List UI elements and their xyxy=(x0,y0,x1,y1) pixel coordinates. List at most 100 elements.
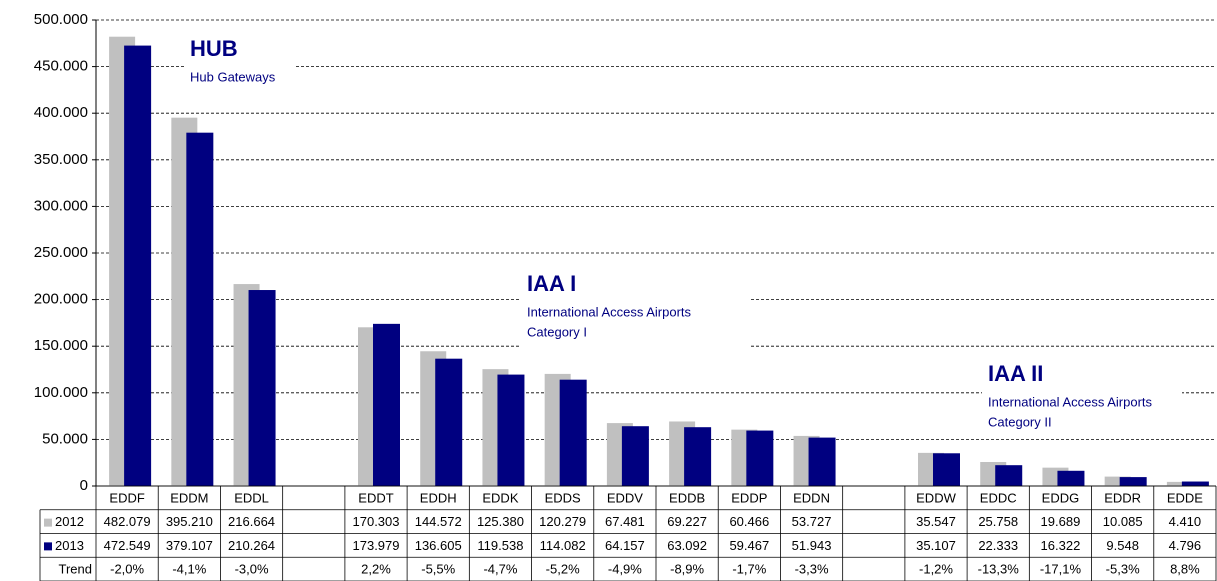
annotation-text: Category II xyxy=(988,414,1052,429)
table-value: 51.943 xyxy=(792,538,832,553)
table-value: 59.467 xyxy=(729,538,769,553)
x-tick-label: EDDB xyxy=(669,490,705,505)
annotation-bg xyxy=(521,269,751,347)
table-value: 395.210 xyxy=(166,514,213,529)
table-value: 120.279 xyxy=(539,514,586,529)
table-value: 482.079 xyxy=(104,514,151,529)
table-value: 67.481 xyxy=(605,514,645,529)
table-value: 170.303 xyxy=(353,514,400,529)
bar xyxy=(1057,470,1085,486)
y-tick-label: 50.000 xyxy=(42,430,88,447)
x-tick-label: EDDF xyxy=(109,490,144,505)
trend-value: -2,0% xyxy=(110,562,144,577)
bar xyxy=(124,45,152,487)
trend-label: Trend xyxy=(59,562,92,577)
y-tick-label: 300.000 xyxy=(34,197,88,214)
legend-swatch xyxy=(44,518,52,527)
trend-value: -5,5% xyxy=(421,562,455,577)
bar xyxy=(933,453,960,486)
table-value: 173.979 xyxy=(353,538,400,553)
table-value: 4.410 xyxy=(1169,514,1202,529)
x-tick-label: EDDT xyxy=(358,490,393,505)
y-tick-label: 0 xyxy=(80,477,88,494)
x-tick-label: EDDV xyxy=(607,490,643,505)
trend-value: -3,3% xyxy=(795,562,829,577)
trend-value: -8,9% xyxy=(670,562,704,577)
table-value: 136.605 xyxy=(415,538,462,553)
table-value: 10.085 xyxy=(1103,514,1143,529)
table-value: 119.538 xyxy=(477,538,523,553)
table-value: 144.572 xyxy=(415,514,462,529)
trend-value: 2,2% xyxy=(361,562,391,577)
legend-swatch xyxy=(44,542,52,551)
y-tick-label: 150.000 xyxy=(34,337,88,354)
x-tick-label: EDDG xyxy=(1042,490,1080,505)
x-tick-label: EDDC xyxy=(980,490,1017,505)
bar xyxy=(373,323,400,486)
bar xyxy=(621,426,649,486)
legend-label: 2012 xyxy=(55,514,84,529)
table-value: 125.380 xyxy=(477,514,524,529)
table-value: 19.689 xyxy=(1041,514,1081,529)
bar xyxy=(248,290,276,486)
x-tick-label: EDDM xyxy=(170,490,208,505)
table-value: 69.227 xyxy=(667,514,707,529)
x-tick-label: EDDH xyxy=(420,490,457,505)
bar xyxy=(559,379,587,486)
y-tick-label: 400.000 xyxy=(34,104,88,121)
table-value: 9.548 xyxy=(1106,538,1139,553)
annotation-bg xyxy=(184,34,294,91)
y-tick-label: 500.000 xyxy=(34,11,88,28)
bar xyxy=(1166,481,1193,486)
annotation-text: International Access Airports xyxy=(527,304,692,319)
table-value: 210.264 xyxy=(228,538,275,553)
table-value: 22.333 xyxy=(978,538,1018,553)
annotation-bg xyxy=(982,359,1182,437)
trend-value: -4,9% xyxy=(608,562,642,577)
table-value: 64.157 xyxy=(605,538,645,553)
bar xyxy=(435,358,463,486)
trend-value: -17,1% xyxy=(1040,562,1082,577)
table-value: 216.664 xyxy=(228,514,275,529)
x-tick-label: EDDL xyxy=(234,490,269,505)
bar xyxy=(1181,481,1209,486)
trend-value: -5,3% xyxy=(1106,562,1140,577)
bar xyxy=(808,437,836,486)
annotation-title: HUB xyxy=(190,36,238,61)
table-value: 60.466 xyxy=(729,514,769,529)
legend-label: 2013 xyxy=(55,538,84,553)
trend-value: -1,7% xyxy=(732,562,766,577)
table-value: 35.107 xyxy=(916,538,956,553)
annotation-text: International Access Airports xyxy=(988,394,1153,409)
table-value: 16.322 xyxy=(1041,538,1081,553)
table-value: 53.727 xyxy=(792,514,832,529)
table-value: 63.092 xyxy=(667,538,707,553)
bar xyxy=(497,374,525,486)
y-tick-label: 450.000 xyxy=(34,58,88,75)
table-value: 35.547 xyxy=(916,514,956,529)
trend-value: -3,0% xyxy=(235,562,269,577)
y-tick-label: 250.000 xyxy=(34,244,88,261)
trend-value: -5,2% xyxy=(546,562,580,577)
trend-value: -4,1% xyxy=(172,562,206,577)
bar xyxy=(1119,477,1147,486)
y-tick-label: 350.000 xyxy=(34,151,88,168)
table-value: 379.107 xyxy=(166,538,213,553)
table-value: 114.082 xyxy=(540,538,586,553)
y-tick-label: 200.000 xyxy=(34,291,88,308)
annotation-text: Category I xyxy=(527,324,587,339)
bar xyxy=(684,427,712,486)
annotation-title: IAA I xyxy=(527,271,576,296)
bar xyxy=(1104,476,1131,486)
x-tick-label: EDDN xyxy=(793,490,830,505)
annotation-text: Hub Gateways xyxy=(190,69,276,84)
trend-value: -4,7% xyxy=(483,562,517,577)
y-tick-label: 100.000 xyxy=(34,384,88,401)
trend-value: 8,8% xyxy=(1170,562,1200,577)
trend-value: -1,2% xyxy=(919,562,953,577)
bar xyxy=(746,430,774,486)
table-value: 4.796 xyxy=(1169,538,1202,553)
x-tick-label: EDDP xyxy=(731,490,767,505)
table-value: 472.549 xyxy=(104,538,151,553)
